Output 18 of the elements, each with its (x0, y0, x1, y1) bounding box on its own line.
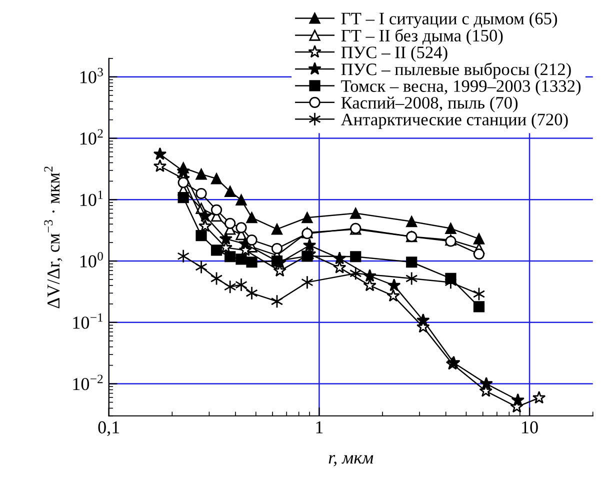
y-tick-label: 10$^{−2}$ (73, 374, 103, 390)
legend-label: Томск – весна, 1999–2003 (1332) (341, 80, 581, 96)
y-axis-title: ΔV/Δr, см$^{−3}$ · мкм$^{2}$ (44, 166, 62, 308)
y-tick-label: 10$^{3}$ (80, 68, 103, 84)
legend-label: ПУС – II (524) (341, 46, 448, 62)
x-axis-title: r, мкм (328, 455, 374, 466)
y-tick-label: 10$^{2}$ (80, 129, 103, 145)
x-tick-label: 0,1 (98, 421, 120, 436)
y-tick-label: 10$^{−1}$ (73, 313, 103, 329)
legend-label: Каспий–2008, пыль (70) (341, 96, 518, 112)
x-tick-label: 10 (522, 421, 538, 434)
legend-label: ГТ – I ситуации с дымом (65) (341, 12, 558, 28)
legend-label: ГТ – II без дыма (150) (341, 28, 503, 46)
legend-label: Антарктические станции (720) (340, 113, 568, 129)
x-tick-label: 1 (316, 421, 323, 434)
legend-label: ПУС – пылевые выбросы (212) (341, 62, 571, 79)
y-tick-label: 10$^{1}$ (80, 190, 103, 206)
y-tick-label: 10$^{0}$ (80, 252, 103, 268)
